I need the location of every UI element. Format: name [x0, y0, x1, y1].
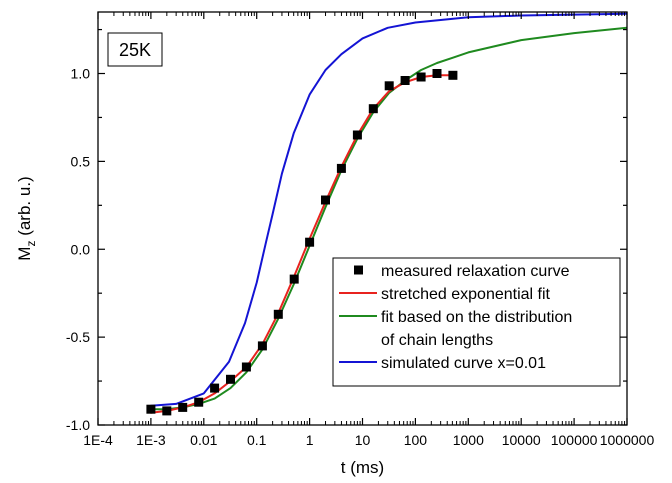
data-point: [241, 362, 251, 372]
x-tick-label: 1000: [453, 432, 484, 448]
axes: 1E-4 1E-3 0.01 0.1 1 10 100 1000 10000 100000 1000…: [66, 11, 655, 448]
data-point: [400, 76, 410, 85]
data-point: [305, 237, 315, 247]
series-line-4: [149, 12, 627, 407]
data-point: [416, 72, 426, 82]
x-axis-title: t (ms): [341, 458, 384, 477]
data-point: [146, 404, 156, 414]
y-tick-label: -0.5: [66, 329, 90, 345]
legend-label-simulated: simulated curve x=0.01: [381, 355, 546, 372]
temperature-tag: 25K: [107, 32, 163, 67]
series-line-3: [149, 26, 627, 411]
data-point: [273, 309, 283, 319]
legend-label-distribution-line2: of chain lengths: [381, 332, 493, 349]
data-point: [210, 383, 220, 393]
plot-area: [146, 12, 627, 416]
y-axis-title-units: (arb. u.): [15, 176, 34, 240]
y-tick-label: 1.0: [71, 66, 91, 82]
y-axis-title: Mz (arb. u.): [15, 176, 38, 260]
y-tick-label: -1.0: [66, 417, 90, 433]
legend-label-measured: measured relaxation curve: [381, 263, 570, 280]
data-point: [289, 274, 299, 284]
data-point: [226, 374, 235, 384]
data-point: [194, 397, 204, 407]
x-tick-label: 10: [355, 432, 371, 448]
legend-label-distribution: fit based on the distribution: [381, 309, 572, 326]
x-tick-label: 0.1: [247, 432, 267, 448]
y-axis-title-main: M: [15, 247, 34, 261]
data-point: [162, 406, 172, 416]
data-point: [257, 341, 267, 351]
y-tick-label: 0.5: [71, 153, 91, 169]
data-point: [336, 163, 346, 173]
legend: measured relaxation curve stretched expon…: [332, 257, 621, 387]
x-tick-label: 1E-3: [136, 432, 166, 448]
x-tick-label: 1: [306, 432, 314, 448]
data-point: [432, 69, 442, 78]
data-point: [384, 81, 394, 91]
temperature-tag-label: 25K: [119, 40, 151, 60]
legend-label-stretched: stretched exponential fit: [381, 286, 551, 303]
y-tick-label: 0.0: [71, 241, 91, 257]
data-point: [448, 70, 458, 80]
axis-labels: t (ms) Mz (arb. u.): [15, 176, 384, 477]
data-point: [352, 130, 362, 140]
x-tick-label: 0.01: [190, 432, 217, 448]
temperature-tag-box: [107, 32, 163, 67]
data-point: [321, 195, 330, 205]
legend-box: [332, 257, 621, 387]
x-tick-label: 10000: [502, 432, 541, 448]
x-tick-label: 1E-4: [83, 432, 113, 448]
x-tick-label: 100000: [551, 432, 598, 448]
y-axis-title-subscript: z: [24, 241, 38, 247]
data-point: [368, 104, 378, 114]
x-tick-label: 1000000: [600, 432, 655, 448]
x-tick-label: 100: [404, 432, 428, 448]
legend-swatch-measured: [354, 265, 363, 275]
data-point: [178, 402, 188, 412]
